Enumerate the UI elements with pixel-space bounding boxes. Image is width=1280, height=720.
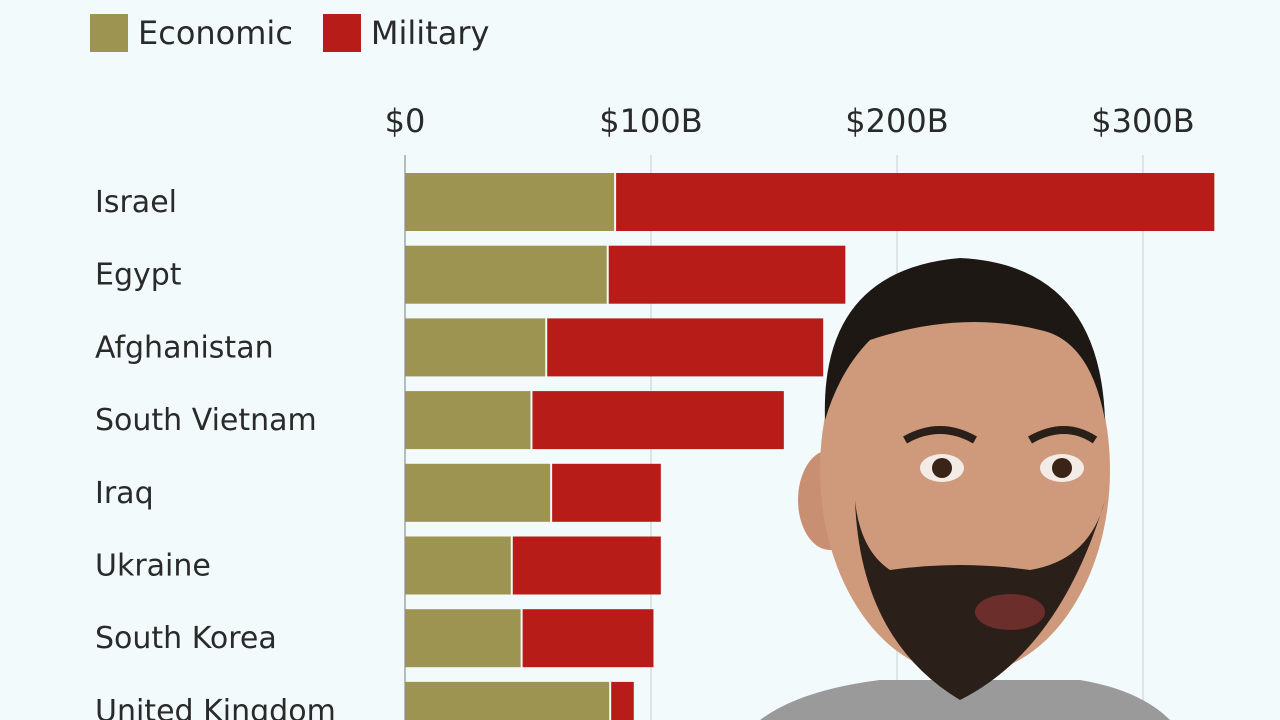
presenter-person-icon (760, 258, 1170, 720)
category-label: Iraq (95, 476, 154, 511)
legend-swatch-military (322, 14, 361, 52)
bar-economic (405, 463, 551, 522)
bar-military (522, 609, 654, 668)
category-label: South Korea (95, 621, 277, 656)
bar-military (532, 391, 784, 450)
x-tick-label: $100B (599, 102, 702, 140)
bar-economic (405, 318, 546, 377)
bar-military (611, 681, 634, 720)
bar-military (512, 536, 661, 595)
legend-label-military: Military (370, 14, 490, 52)
bar-military (552, 463, 661, 522)
bar-economic (405, 391, 531, 450)
x-tick-label: $200B (845, 102, 948, 140)
category-label: Israel (95, 185, 177, 220)
category-label: Afghanistan (95, 330, 274, 365)
x-tick-label: $0 (385, 102, 426, 140)
bar-economic (405, 536, 511, 595)
bar-economic (405, 609, 521, 668)
category-label: Ukraine (95, 549, 211, 584)
legend-item-economic: Economic (90, 14, 293, 52)
category-label: United Kingdom (95, 694, 336, 720)
bar-military (547, 318, 824, 377)
legend-label-economic: Economic (138, 14, 293, 52)
category-label: Egypt (95, 258, 182, 293)
legend-item-military: Military (322, 14, 490, 52)
bar-military (616, 173, 1215, 231)
bar-military (608, 245, 846, 304)
x-tick-label: $300B (1091, 102, 1194, 140)
legend: Economic Military (90, 14, 519, 52)
category-label: South Vietnam (95, 403, 317, 438)
bar-economic (405, 681, 610, 720)
legend-swatch-economic (90, 14, 128, 52)
bar-economic (405, 173, 615, 231)
bar-economic (405, 245, 607, 304)
